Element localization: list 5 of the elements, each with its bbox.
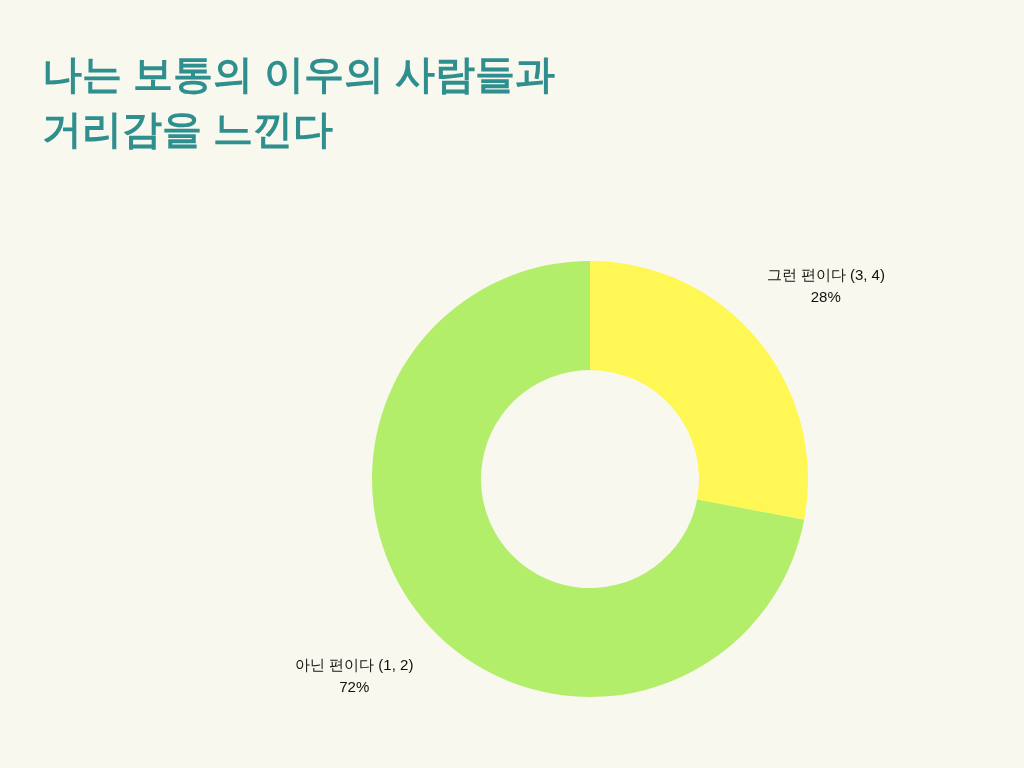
slice-label: 그런 편이다 (3, 4) — [766, 265, 885, 283]
slice-label: 아닌 편이다 (1, 2) — [295, 656, 414, 674]
data-label: 72% — [339, 678, 370, 696]
chart-title: 나는 보통의 이우의 사람들과 거리감을 느낀다 — [42, 52, 556, 151]
data-label: 28% — [810, 287, 841, 305]
